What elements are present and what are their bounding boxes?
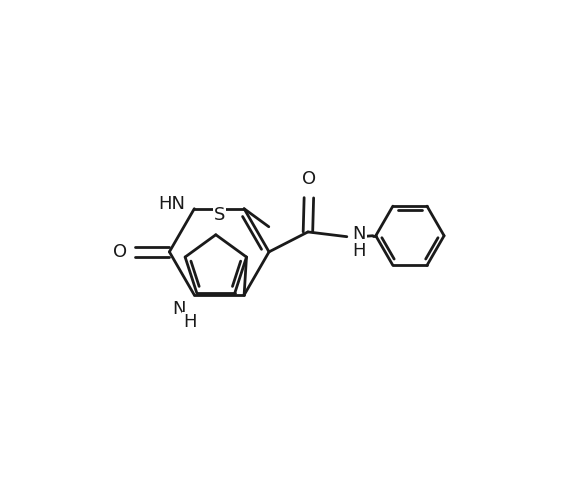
Text: O: O [112,243,127,261]
Text: O: O [302,170,316,188]
Text: N: N [353,225,366,243]
Text: S: S [214,206,225,224]
Text: H: H [353,242,366,260]
Text: H: H [183,313,196,331]
Text: N: N [172,300,185,318]
Text: HN: HN [158,195,185,213]
